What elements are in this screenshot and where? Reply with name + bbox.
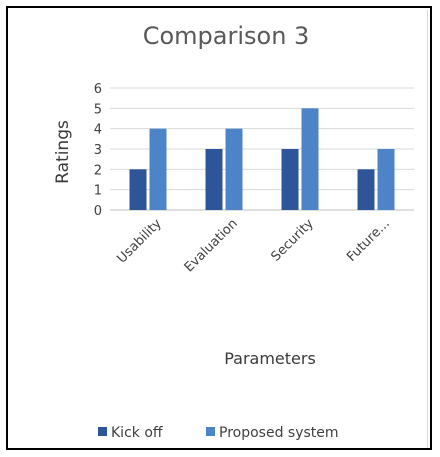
category-label: Usability <box>115 216 166 267</box>
y-tick-labels: 0 1 2 3 4 5 6 <box>94 82 102 219</box>
category-label: Future... <box>344 216 393 265</box>
category-labels: Usability Evaluation Security Future... <box>115 216 393 275</box>
chart-panel <box>10 10 428 448</box>
legend-swatch <box>98 427 107 436</box>
y-tick-label: 4 <box>94 123 102 138</box>
bars <box>129 108 395 210</box>
category-label: Security <box>268 216 317 265</box>
x-axis-title: Parameters <box>224 349 316 368</box>
y-tick-label: 5 <box>94 102 102 117</box>
y-tick-label: 6 <box>94 82 102 97</box>
y-tick-label: 3 <box>94 143 102 158</box>
legend-label: Proposed system <box>219 425 339 441</box>
y-tick-label: 2 <box>94 163 102 178</box>
chart-title: Comparison 3 <box>143 22 310 50</box>
bar-kick-off <box>357 169 375 210</box>
bar-kick-off <box>205 149 223 210</box>
y-tick-label: 0 <box>94 204 102 219</box>
legend-label: Kick off <box>111 425 163 441</box>
y-axis-title: Ratings <box>53 120 73 184</box>
bar-kick-off <box>281 149 299 210</box>
bar-kick-off <box>129 169 147 210</box>
bar-proposed-system <box>149 128 167 210</box>
legend-swatch <box>206 427 215 436</box>
bar-proposed-system <box>377 149 395 210</box>
category-label: Evaluation <box>182 216 241 275</box>
y-tick-label: 1 <box>94 184 102 199</box>
legend: Kick off Proposed system <box>98 425 339 441</box>
bar-proposed-system <box>225 128 243 210</box>
bar-proposed-system <box>301 108 319 210</box>
chart-frame <box>6 6 432 450</box>
